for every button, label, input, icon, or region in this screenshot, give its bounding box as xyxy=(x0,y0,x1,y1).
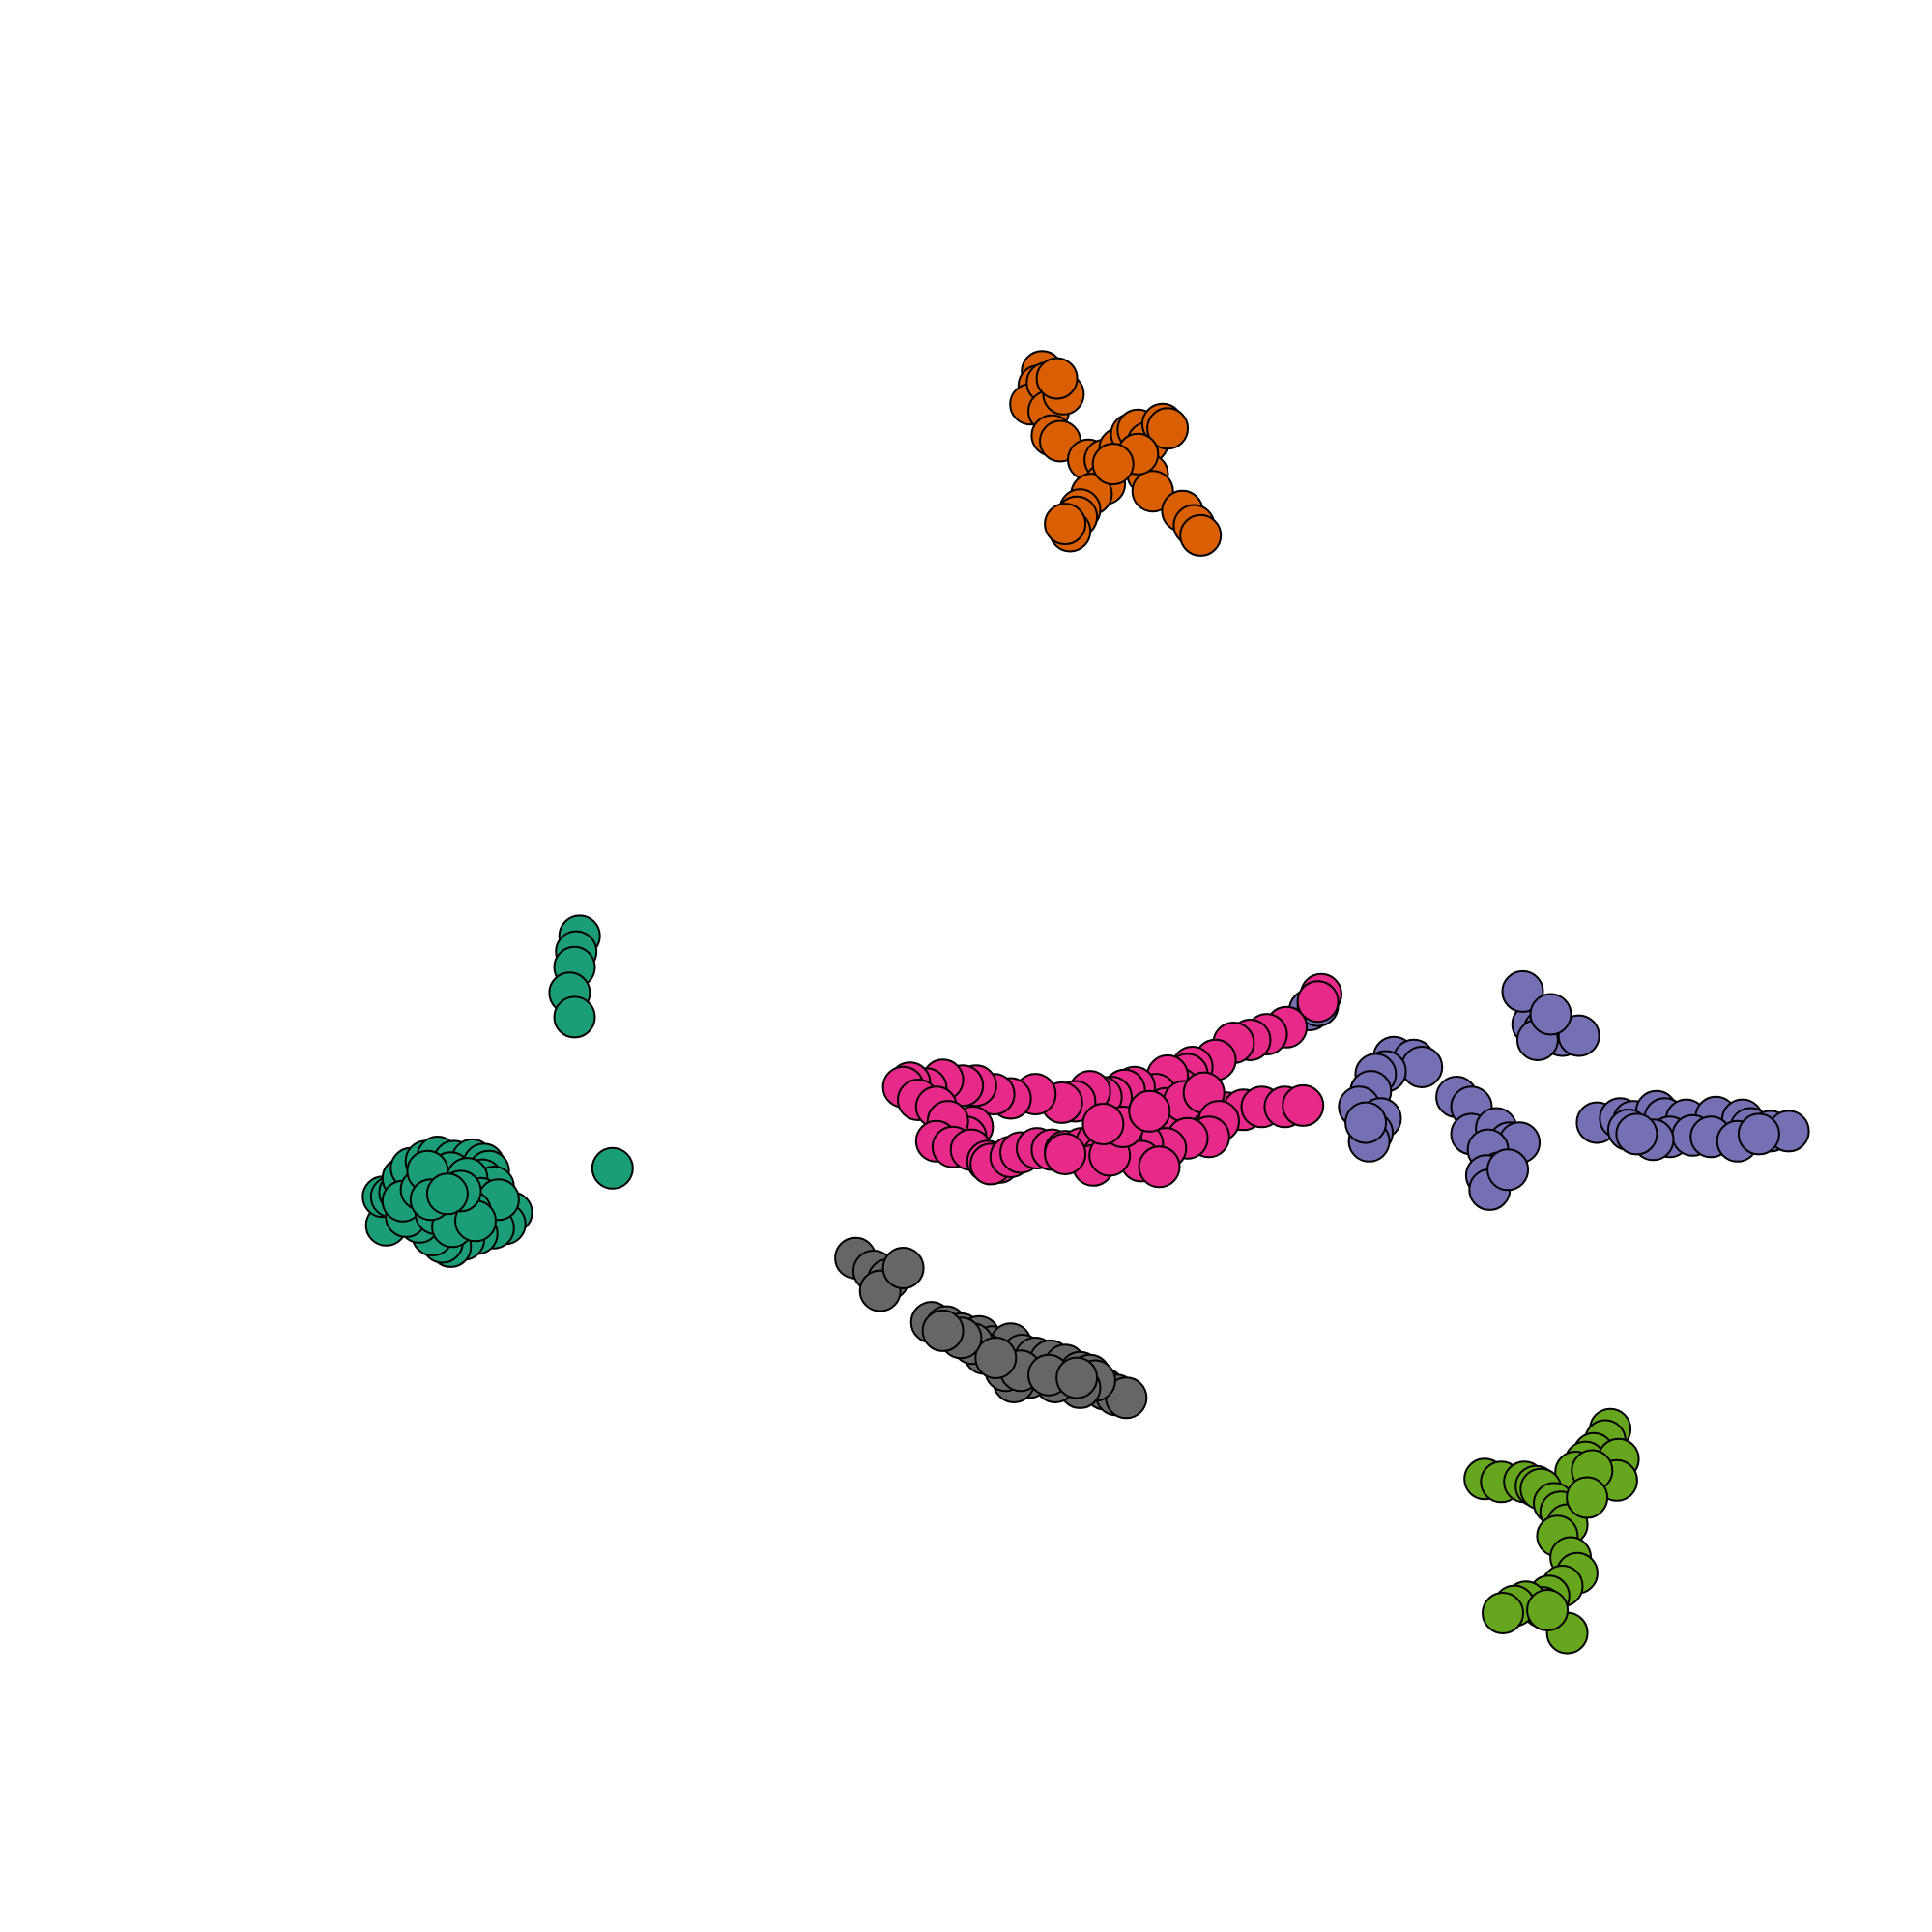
data-point xyxy=(1615,1112,1658,1156)
data-point xyxy=(1737,1112,1780,1156)
data-point xyxy=(1035,357,1079,400)
series-group-4 xyxy=(881,972,1342,1189)
points-layer xyxy=(361,350,1810,1655)
data-point xyxy=(1044,503,1087,546)
data-point xyxy=(1128,1089,1171,1133)
data-point xyxy=(1344,1101,1388,1144)
data-point xyxy=(921,1309,965,1352)
data-point xyxy=(1179,513,1223,557)
series-group-6 xyxy=(1463,1407,1640,1655)
data-point xyxy=(1566,1476,1609,1519)
data-point xyxy=(1131,470,1174,513)
data-point xyxy=(591,1146,634,1190)
data-point xyxy=(881,1247,925,1289)
data-point xyxy=(1400,1046,1444,1088)
data-point xyxy=(553,995,596,1039)
data-point xyxy=(1526,1589,1570,1631)
series-group-2 xyxy=(1009,350,1223,557)
series-group-1 xyxy=(361,914,634,1268)
data-point xyxy=(1282,1083,1325,1127)
data-point xyxy=(1081,1103,1125,1145)
data-point xyxy=(1296,980,1340,1024)
series-group-5 xyxy=(834,1236,1148,1420)
series-group-3 xyxy=(1288,969,1810,1211)
data-point xyxy=(1482,1592,1524,1634)
data-point xyxy=(1055,1356,1099,1399)
data-point xyxy=(1486,1148,1530,1192)
data-point xyxy=(1091,443,1135,486)
data-point xyxy=(1501,969,1544,1013)
data-point xyxy=(1529,993,1572,1036)
data-point xyxy=(425,1172,469,1216)
data-point xyxy=(1138,1145,1181,1189)
data-point xyxy=(974,1337,1018,1379)
data-point xyxy=(1146,407,1190,450)
data-point xyxy=(1044,1133,1087,1175)
